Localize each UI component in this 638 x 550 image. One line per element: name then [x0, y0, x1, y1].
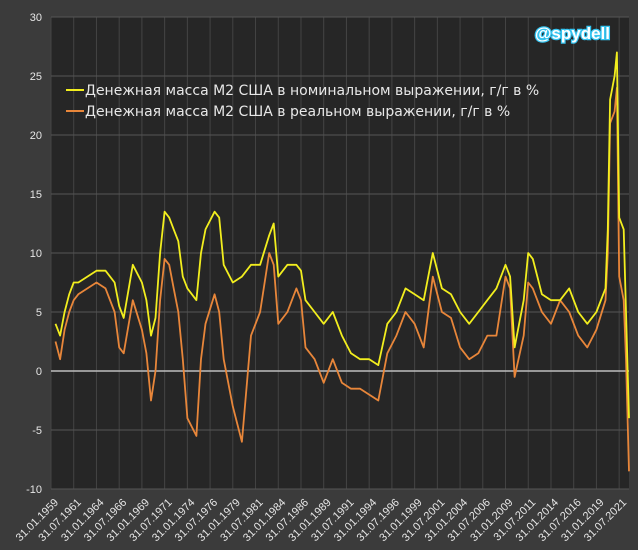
legend-label-real: Денежная масса М2 США в реальном выражен…	[85, 104, 510, 120]
y-tick-label: 25	[30, 71, 42, 83]
y-tick-label: 20	[30, 130, 42, 142]
y-tick-label: 5	[36, 307, 42, 319]
y-tick-label: -10	[26, 484, 42, 496]
watermark: @spydell	[535, 24, 610, 43]
y-tick-label: -5	[32, 425, 42, 437]
y-tick-label: 0	[36, 366, 42, 378]
legend: Денежная масса М2 США в номинальном выра…	[66, 83, 539, 120]
y-tick-label: 15	[30, 189, 42, 201]
legend-label-nominal: Денежная масса М2 США в номинальном выра…	[85, 83, 539, 99]
y-tick-label: 10	[30, 248, 42, 260]
y-tick-label: 30	[30, 12, 42, 24]
series-line-nominal	[54, 51, 630, 419]
series-line-real	[54, 86, 630, 472]
